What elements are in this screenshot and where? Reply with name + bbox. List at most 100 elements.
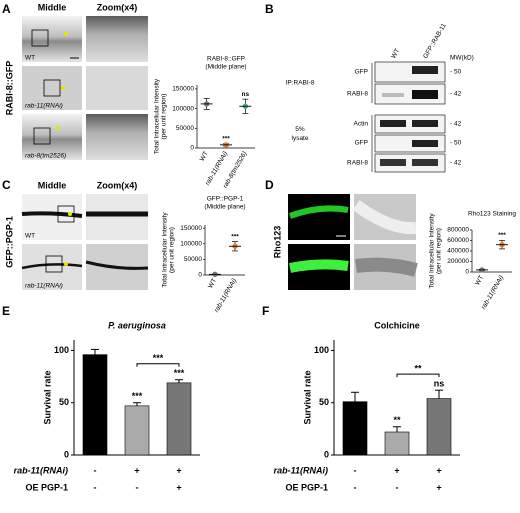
chart-subtitle: (Middle plane): [204, 204, 245, 211]
bracket-line: [396, 373, 440, 378]
column-title: Middle: [38, 180, 67, 190]
y-tick-label: 600000: [447, 237, 469, 244]
blot-name: GFP: [355, 69, 368, 76]
y-axis-label: Total Intracellular Intensity: [429, 213, 436, 289]
y-axis-label: Total Intracellular Intensity: [162, 212, 169, 288]
y-tick-label: 50: [59, 397, 69, 407]
y-tick-label: 100000: [180, 240, 202, 247]
bar: [342, 401, 368, 456]
y-tick-label: 200000: [447, 258, 469, 265]
panel-letter: F: [262, 304, 269, 318]
micrographs-a: [22, 16, 148, 160]
y-tick-label: 150000: [180, 225, 202, 232]
condition-mark: +: [134, 465, 139, 475]
image-label: rab-11(RNAi): [292, 283, 330, 290]
column-title: Middle: [38, 2, 67, 12]
y-tick-label: 100: [314, 345, 329, 355]
image-label: rab-11(RNAi): [25, 103, 63, 110]
condition-mark: -: [354, 465, 357, 475]
chart-title: RABI-8::GFP: [207, 56, 245, 63]
condition-mark: +: [436, 465, 441, 475]
y-axis-label: (per unit region): [436, 228, 443, 274]
mw-label: - 42: [450, 121, 462, 128]
row-label: Rho123: [272, 226, 282, 259]
condition-label: rab-11(RNAi): [14, 465, 68, 475]
panel-letter: A: [2, 2, 11, 16]
y-tick-label: 0: [465, 269, 469, 276]
panel-letter: D: [265, 178, 274, 192]
y-tick-label: 0: [64, 449, 69, 459]
significance: **: [393, 415, 401, 425]
mw-label: - 50: [450, 140, 462, 147]
chart-title: Rho123 Staining: [468, 211, 516, 218]
y-axis-label: Survival rate: [42, 370, 52, 424]
significance: ***: [132, 391, 143, 401]
image-label: rab-11(RNAi): [25, 283, 63, 290]
mw-label: - 42: [450, 160, 462, 167]
condition-mark: -: [354, 482, 357, 492]
y-tick-label: 400000: [447, 248, 469, 255]
condition-label: OE PGP-1: [25, 482, 68, 492]
y-tick-label: 50000: [184, 256, 202, 263]
group-label: IP:RABI-8: [286, 80, 315, 87]
blot-name: Actin: [354, 121, 369, 128]
condition-mark: +: [436, 482, 441, 492]
image-label: WT: [292, 233, 302, 240]
bracket-label: ***: [153, 353, 164, 363]
y-tick-label: 50000: [176, 125, 194, 132]
image-label: WT: [25, 55, 35, 62]
significance: ***: [222, 135, 230, 142]
y-tick-label: 0: [324, 449, 329, 459]
group-label: 5%: [295, 126, 305, 133]
y-tick-label: 800000: [447, 227, 469, 234]
bar: [124, 405, 150, 456]
column-title: Zoom(x4): [97, 2, 138, 12]
panel-letter: B: [265, 2, 274, 16]
y-tick-label: 50: [319, 397, 329, 407]
y-tick-label: 0: [198, 272, 202, 279]
bracket-line: [136, 363, 180, 367]
bracket-label: **: [414, 364, 422, 374]
micrographs-d: [288, 194, 418, 290]
condition-mark: -: [94, 465, 97, 475]
bar: [166, 382, 192, 456]
y-tick-label: 100: [54, 345, 69, 355]
western-blots: [374, 61, 446, 173]
micrographs-c: [21, 194, 149, 290]
column-title: Zoom(x4): [97, 180, 138, 190]
bar: [426, 398, 452, 456]
panel-letter: E: [2, 304, 10, 318]
y-axis-label: (per unit region): [169, 227, 176, 273]
bar: [82, 354, 108, 456]
significance: ns: [242, 91, 250, 98]
significance: ns: [434, 379, 445, 389]
blot-name: RABI-8: [347, 91, 368, 98]
chart-subtitle: (Middle plane): [205, 64, 246, 71]
lane-label: WT: [390, 48, 401, 60]
significance: ***: [231, 233, 239, 240]
row-label: RABI-8::GFP: [4, 61, 14, 116]
chart-title: P. aeruginosa: [108, 320, 166, 330]
condition-mark: -: [136, 482, 139, 492]
y-tick-label: 150000: [172, 86, 194, 93]
x-tick-label: WT: [207, 277, 218, 289]
condition-label: OE PGP-1: [285, 482, 328, 492]
condition-mark: +: [176, 482, 181, 492]
lane-label: GFP::RAB-11: [422, 22, 448, 60]
condition-mark: -: [396, 482, 399, 492]
blot-name: RABI-8: [347, 160, 368, 167]
condition-mark: +: [394, 465, 399, 475]
image-label: rab-8(tm2526): [25, 153, 66, 160]
row-label: GFP::PGP-1: [4, 216, 14, 268]
condition-mark: -: [94, 482, 97, 492]
y-axis-label: Survival rate: [302, 370, 312, 424]
y-tick-label: 100000: [172, 105, 194, 112]
group-label: lysate: [292, 135, 309, 142]
significance: ***: [498, 232, 506, 239]
mw-title: MW(kD): [450, 55, 474, 62]
x-tick-label: WT: [474, 274, 485, 286]
y-axis-label: Total Intracellular Intensity: [154, 78, 161, 154]
mw-label: - 50: [450, 69, 462, 76]
panel-letter: C: [2, 178, 11, 192]
